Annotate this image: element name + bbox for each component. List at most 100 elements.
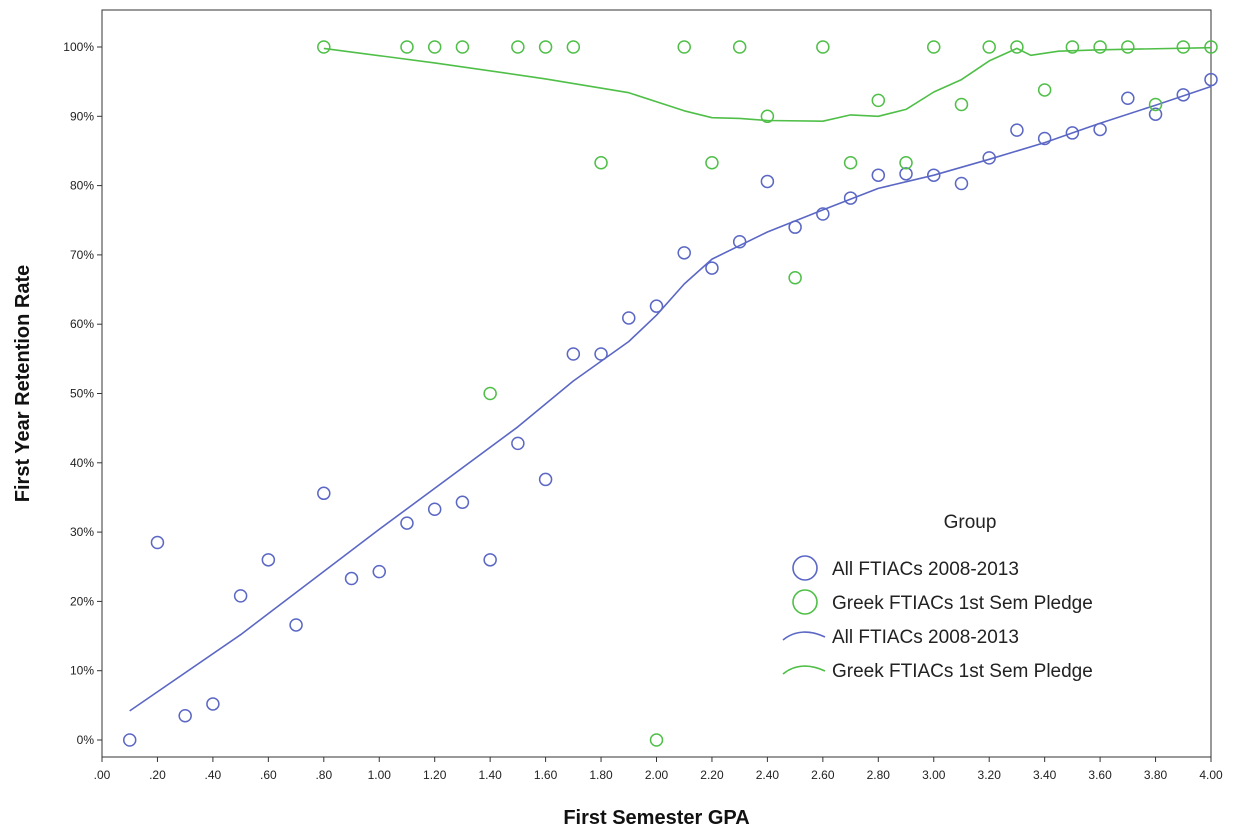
fit-lines-layer	[129, 46, 1212, 712]
x-tick-label: 1.80	[589, 768, 613, 782]
data-point-series-0	[261, 553, 276, 567]
legend: Group All FTIACs 2008-2013 Greek FTIACs 1s…	[782, 512, 1093, 682]
data-point-series-0	[483, 553, 497, 567]
data-point-series-1	[427, 40, 442, 54]
data-point-series-0	[732, 234, 747, 249]
data-point-series-1	[566, 40, 581, 54]
legend-label: All FTIACs 2008-2013	[832, 559, 1019, 580]
data-point-series-0	[649, 299, 664, 313]
data-point-series-0	[1037, 131, 1052, 146]
y-tick-label: 40%	[70, 456, 94, 470]
x-tick-label: 4.00	[1199, 768, 1223, 782]
data-point-series-0	[760, 174, 775, 189]
legend-line-series-1	[782, 665, 826, 675]
legend-line-series-0	[782, 631, 826, 641]
data-point-series-1	[1148, 97, 1163, 112]
x-tick-label: 1.20	[423, 768, 447, 782]
data-point-series-1	[649, 733, 664, 747]
data-point-series-1	[1176, 40, 1191, 54]
data-point-series-0	[317, 486, 331, 501]
data-point-series-0	[677, 246, 691, 260]
x-tick-label: 1.60	[534, 768, 558, 782]
data-point-series-0	[1065, 126, 1080, 140]
y-tick-label: 20%	[70, 594, 94, 608]
data-point-series-1	[871, 93, 886, 108]
data-point-series-1	[538, 40, 553, 54]
data-point-series-1	[1037, 83, 1052, 97]
data-point-series-0	[233, 589, 248, 603]
x-tick-label: 1.40	[478, 768, 502, 782]
data-point-series-0	[788, 220, 802, 234]
x-axis-title: First Semester GPA	[563, 807, 749, 829]
data-point-series-1	[511, 40, 525, 54]
y-tick-label: 0%	[77, 733, 95, 747]
data-point-series-1	[594, 155, 608, 170]
y-axis-title: First Year Retention Rate	[12, 265, 34, 502]
data-point-series-1	[732, 40, 747, 54]
x-tick-label: 3.20	[978, 768, 1002, 782]
data-point-series-0	[1121, 91, 1135, 106]
data-point-series-0	[982, 151, 996, 165]
data-point-series-0	[206, 697, 220, 711]
data-point-series-0	[1148, 107, 1163, 121]
data-point-series-0	[871, 168, 886, 182]
data-point-series-1	[982, 40, 996, 54]
data-point-series-1	[400, 40, 414, 54]
tick-labels-layer: 0% 10% 20% 30% 40% 50% 60% 70% 80% 90% 100% .00 .20.…	[12, 40, 1223, 829]
data-point-series-1	[816, 40, 830, 54]
data-point-series-1	[1121, 40, 1135, 54]
y-tick-label: 30%	[70, 525, 94, 539]
x-tick-label: .20	[149, 768, 166, 782]
data-point-series-0	[372, 564, 386, 579]
data-point-series-1	[1010, 40, 1024, 54]
data-point-series-1	[899, 155, 913, 170]
x-tick-label: 2.00	[645, 768, 669, 782]
legend-marker-series-1	[792, 589, 818, 615]
data-point-series-1	[455, 40, 470, 54]
data-point-series-1	[927, 40, 941, 54]
data-point-series-0	[1093, 122, 1107, 137]
y-tick-label: 10%	[70, 664, 94, 678]
data-point-series-0	[538, 472, 553, 487]
data-point-series-0	[1176, 88, 1191, 102]
legend-label: Greek FTIACs 1st Sem Pledge	[832, 593, 1093, 614]
x-tick-label: .00	[94, 768, 111, 782]
data-point-series-0	[178, 708, 192, 723]
x-tick-label: 3.00	[922, 768, 946, 782]
data-point-series-0	[150, 535, 165, 550]
data-point-series-0	[899, 167, 913, 181]
data-point-series-1	[483, 386, 497, 401]
data-point-series-1	[1093, 40, 1107, 54]
x-tick-label: 2.40	[756, 768, 780, 782]
y-tick-label: 50%	[70, 387, 94, 401]
data-point-series-0	[927, 168, 941, 182]
data-point-series-0	[511, 436, 525, 451]
data-point-series-0	[622, 311, 636, 325]
axes-layer	[97, 9, 1212, 762]
y-tick-label: 80%	[70, 179, 94, 193]
y-tick-label: 100%	[63, 40, 94, 54]
data-point-series-0	[1204, 72, 1218, 87]
data-point-series-0	[427, 502, 442, 516]
x-tick-label: 3.40	[1033, 768, 1057, 782]
data-point-series-0	[843, 191, 858, 205]
data-point-series-0	[954, 176, 969, 191]
data-point-series-1	[1065, 40, 1080, 54]
data-points-layer	[122, 40, 1218, 747]
data-point-series-0	[289, 618, 303, 632]
plot-frame	[101, 9, 1212, 758]
data-point-series-0	[1010, 123, 1024, 137]
data-point-series-0	[705, 261, 719, 275]
data-point-series-0	[455, 495, 470, 510]
data-point-series-1	[954, 97, 969, 112]
data-point-series-1	[843, 155, 858, 170]
data-point-series-1	[317, 40, 331, 54]
data-point-series-1	[760, 109, 775, 124]
x-tick-label: .80	[315, 768, 332, 782]
x-tick-label: 2.60	[811, 768, 835, 782]
data-point-series-1	[705, 155, 719, 170]
data-point-series-0	[594, 347, 608, 361]
legend-marker-series-0	[792, 555, 818, 581]
fit-line-series-0	[129, 85, 1212, 712]
